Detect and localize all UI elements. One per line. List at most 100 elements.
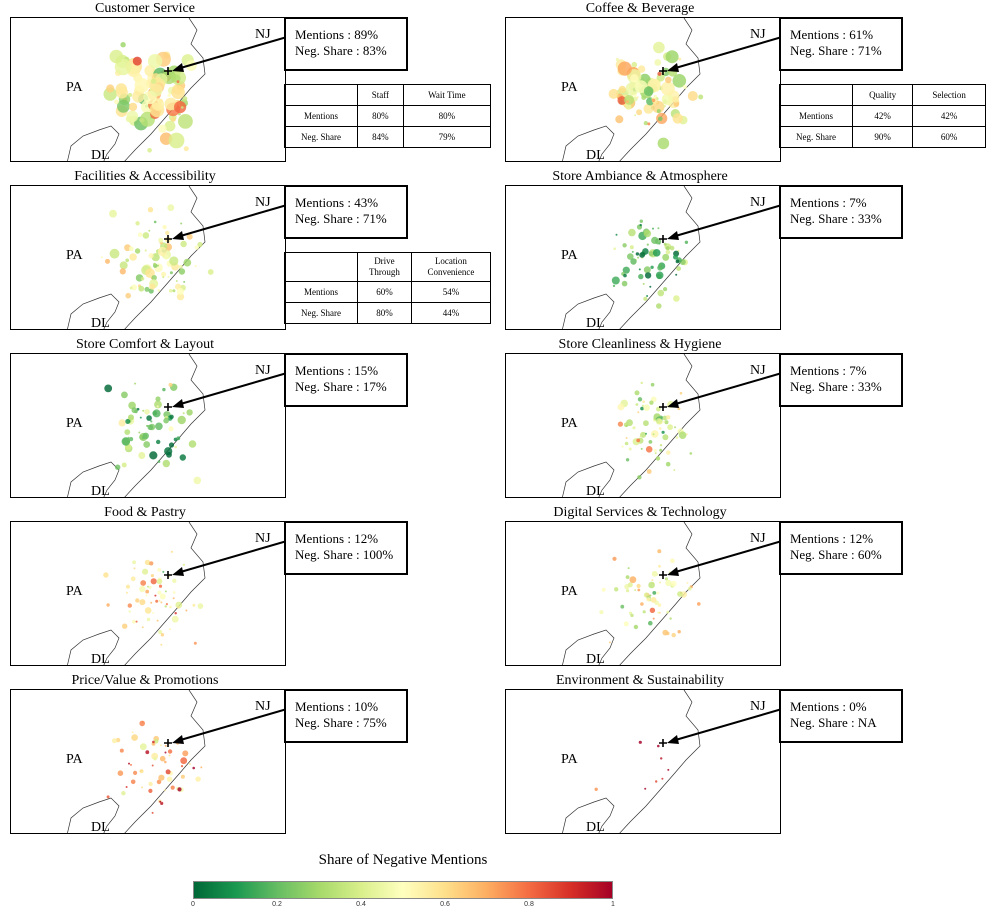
location-bubble [145,594,148,597]
region-label-right: NJ [750,699,766,714]
location-bubble [128,762,130,765]
mention-summary-box: Mentions : 0% Neg. Share : NA [779,689,903,743]
location-bubble [135,598,140,603]
location-bubble [637,65,646,73]
location-bubble [634,390,640,396]
location-bubble [139,599,146,606]
state-border-nj [124,522,206,665]
location-bubble [167,275,170,278]
location-bubble [639,219,643,223]
location-bubble [133,770,138,775]
location-bubble [121,462,127,468]
location-bubble [621,280,628,287]
location-bubble [176,292,185,301]
location-bubble [625,575,630,579]
region-label-bottom: DL [91,820,110,834]
location-bubble [104,384,113,393]
location-bubble [121,791,126,796]
callout-arrow-line [671,372,780,406]
location-bubble [666,610,670,614]
location-bubble [130,576,136,582]
neg-share-value: Neg. Share : 100% [295,547,394,562]
location-bubble [109,209,117,218]
location-bubble [161,271,167,277]
location-bubble [637,475,642,480]
location-bubble [651,430,659,438]
location-bubble [168,426,174,432]
location-bubble [675,436,679,439]
location-bubble [663,104,666,108]
map-svg: PA NJ DL [66,690,285,834]
subtopic-header-cell: Staff [357,84,404,106]
location-bubble [648,581,655,589]
map-panel: Food & Pastry PA NJ DL Mentions : 12% Neg. Sh… [0,504,480,669]
legend-tick: 0 [191,901,195,908]
mention-summary-box: Mentions : 15% Neg. Share : 17% [284,353,408,407]
panel-title: Store Comfort & Layout [75,337,215,352]
location-bubble [162,459,170,468]
location-bubble [671,632,676,638]
location-bubble [157,568,162,572]
location-bubble [174,612,177,615]
location-bubble [118,419,126,427]
location-bubble [663,287,668,292]
subtopic-row: Neg. Share 80% 44% [284,302,492,324]
region-label-left: PA [66,416,84,431]
location-bubble [622,243,627,248]
location-bubble [154,400,162,409]
location-bubble [672,113,683,124]
location-bubble [128,401,136,410]
location-bubble [659,448,663,452]
region-label-left: PA [561,752,579,767]
location-bubble [155,599,159,603]
location-bubble [673,295,680,302]
map-panel: Customer Service PA NJ DL Mentions : 89% Neg.… [0,0,492,165]
location-bubble [148,781,153,787]
location-bubble [656,303,662,309]
location-bubble [657,289,665,297]
location-bubble [194,245,199,250]
location-bubble [147,148,152,153]
subtopic-cell: Neg. Share [284,302,358,324]
location-bubble [643,103,654,114]
location-bubble [623,621,629,627]
location-bubble [106,84,115,93]
location-bubble [135,620,138,623]
location-bubble [149,451,158,460]
callout-arrow-line [671,36,780,70]
subtopic-cell: Mentions [779,105,853,127]
location-bubble [175,280,178,282]
center-marker [659,571,667,579]
location-bubble [134,248,141,254]
location-bubble [143,441,151,448]
map-svg: PA NJ DL [561,690,780,833]
neg-share-value: Neg. Share : 60% [790,547,882,562]
subtopic-cell: 80% [357,105,404,127]
location-bubble [667,768,670,771]
location-bubble [160,601,163,604]
location-bubble [170,785,175,790]
panel-title: Digital Services & Technology [553,505,727,520]
location-bubble [168,442,175,448]
location-bubble [657,265,663,271]
panel-title: Coffee & Beverage [585,1,695,16]
location-bubble [156,405,159,408]
mention-summary-box: Mentions : 10% Neg. Share : 75% [284,689,408,743]
location-bubble [164,789,167,792]
location-bubble [109,49,124,64]
location-bubble [183,258,192,267]
location-bubble [128,610,131,613]
callout-arrow-line [176,708,285,742]
location-bubble [157,590,162,595]
location-bubble [638,268,641,271]
location-bubble [646,295,649,297]
location-bubble [154,594,157,597]
bubbles [103,550,204,646]
location-bubble [675,259,680,264]
location-bubble [144,559,151,566]
location-bubble [634,114,637,117]
location-bubble [179,454,186,461]
callout-arrow-head [667,231,679,240]
location-bubble [133,567,136,570]
region-label-right: NJ [255,27,271,42]
